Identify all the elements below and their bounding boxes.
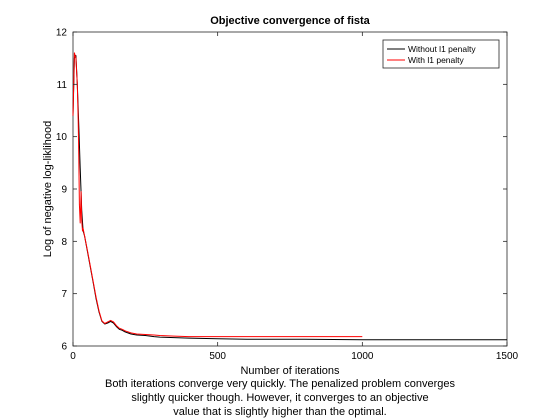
y-tick-label: 9: [61, 185, 67, 196]
x-tick-label: 500: [209, 351, 226, 362]
caption-line-1: Both iterations converge very quickly. T…: [105, 378, 455, 390]
y-tick-label: 10: [56, 132, 68, 143]
x-tick-label: 1000: [351, 351, 374, 362]
legend-entry: Without l1 penalty: [408, 44, 476, 54]
y-tick-label: 6: [61, 342, 67, 353]
legend-box: [382, 39, 500, 69]
convergence-chart: 0 500 1000 1500 6 7 8 9 10 11 12 Objective converg…: [42, 15, 519, 375]
chart-title: Objective convergence of fista: [210, 15, 370, 27]
plot-area: [72, 31, 508, 347]
x-tick-label: 1500: [496, 351, 519, 362]
y-tick-label: 12: [56, 28, 68, 39]
legend-entry: With l1 penalty: [408, 55, 464, 65]
axes-box: [72, 31, 508, 347]
series-line-with-l1-penalty: [72, 52, 363, 338]
y-tick-label: 8: [61, 237, 67, 248]
y-tick-label: 11: [57, 80, 68, 91]
x-axis-label: Number of iterations: [240, 365, 340, 375]
caption-line-3: value that is slightly higher than the o…: [173, 406, 387, 418]
caption-line-2: slightly quicker though. However, it con…: [131, 392, 429, 404]
y-axis-label: Log of negative log-liklihood: [42, 121, 54, 257]
y-tick-label: 7: [61, 289, 67, 300]
figure-caption: Both iterations converge very quickly. T…: [0, 377, 560, 419]
axis-ticks: 0 500 1000 1500 6 7 8 9 10 11 12: [56, 28, 519, 363]
x-tick-label: 0: [70, 351, 76, 362]
